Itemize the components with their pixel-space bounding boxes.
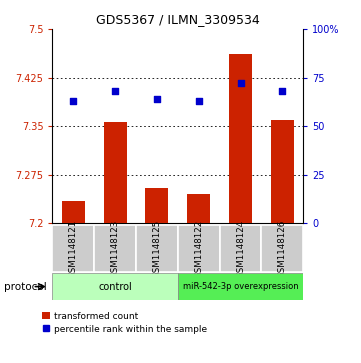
Bar <box>104 122 127 223</box>
Text: control: control <box>98 282 132 291</box>
Bar <box>229 54 252 223</box>
Bar <box>136 225 178 272</box>
Point <box>154 96 160 102</box>
Bar <box>94 225 136 272</box>
Bar <box>52 273 178 300</box>
Text: GSM1148123: GSM1148123 <box>110 220 119 278</box>
Point <box>279 88 285 94</box>
Text: GSM1148126: GSM1148126 <box>278 220 287 278</box>
Text: protocol: protocol <box>4 282 46 291</box>
Bar <box>219 225 261 272</box>
Point <box>112 88 118 94</box>
Bar <box>52 225 94 272</box>
Text: GSM1148125: GSM1148125 <box>152 220 161 278</box>
Bar <box>261 225 303 272</box>
Point <box>238 81 243 86</box>
Legend: transformed count, percentile rank within the sample: transformed count, percentile rank withi… <box>39 308 211 337</box>
Text: miR-542-3p overexpression: miR-542-3p overexpression <box>183 282 298 291</box>
Bar <box>178 273 303 300</box>
Bar <box>62 201 85 223</box>
Text: GSM1148122: GSM1148122 <box>194 220 203 278</box>
Bar <box>187 194 210 223</box>
Bar <box>145 188 168 223</box>
Text: GSM1148124: GSM1148124 <box>236 220 245 278</box>
Bar <box>271 120 294 223</box>
Point <box>196 98 201 104</box>
Text: GSM1148121: GSM1148121 <box>69 220 78 278</box>
Point <box>70 98 76 104</box>
Title: GDS5367 / ILMN_3309534: GDS5367 / ILMN_3309534 <box>96 13 260 26</box>
Bar <box>178 225 219 272</box>
